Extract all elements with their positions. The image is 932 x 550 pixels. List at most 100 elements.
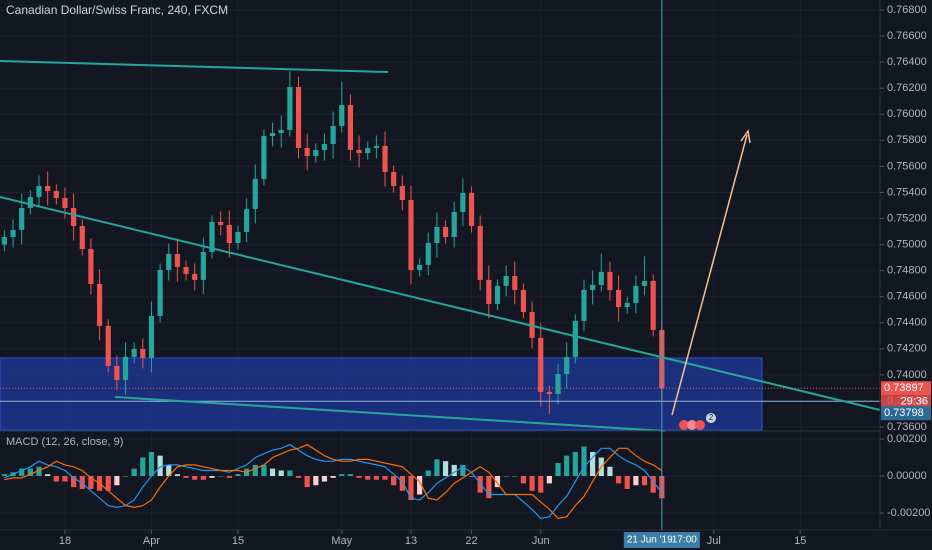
candle-body	[105, 325, 111, 366]
histogram-bar	[382, 476, 388, 480]
histogram-bar	[71, 476, 77, 488]
histogram-bar	[166, 464, 172, 477]
indicator-line	[4, 443, 663, 520]
arrow-head	[740, 129, 751, 144]
histogram-bar	[520, 476, 527, 484]
y-tick-label: 0.76800	[887, 4, 927, 16]
histogram-bar	[148, 451, 155, 477]
y-tick-label: 0.74400	[887, 317, 927, 329]
candle-body	[278, 129, 284, 134]
histogram-bar	[313, 476, 319, 486]
candle-body	[598, 271, 604, 285]
histogram-bar	[1, 474, 8, 477]
histogram-bar	[615, 476, 622, 484]
candle-body	[88, 249, 94, 284]
histogram-bar	[131, 468, 137, 477]
candle-body	[304, 148, 310, 156]
candle-body	[114, 365, 120, 380]
crosshair-label-box	[623, 532, 700, 548]
histogram-bar	[650, 476, 656, 493]
candle-body	[572, 320, 578, 357]
countdown-label: 29:36	[900, 396, 928, 408]
y-tick-label: 0.74600	[887, 291, 927, 303]
histogram-bar	[425, 470, 431, 477]
histogram-bar	[200, 476, 206, 480]
histogram-bar	[122, 476, 129, 477]
histogram-bar	[235, 474, 241, 477]
histogram-bar	[391, 476, 397, 486]
candle-body	[538, 337, 544, 392]
histogram-bar	[330, 476, 336, 478]
histogram-bar	[590, 451, 596, 477]
candle-body	[633, 285, 639, 303]
histogram-bar	[27, 468, 33, 477]
trendline	[0, 60, 389, 73]
y-tick-label: 0.76000	[887, 108, 927, 120]
histogram-bar	[45, 474, 51, 477]
histogram-bar	[218, 476, 224, 477]
candle-body	[330, 126, 336, 144]
histogram-bar	[564, 455, 570, 477]
histogram-bar	[36, 466, 42, 477]
candle-body	[166, 253, 172, 270]
badge-text: 2	[709, 413, 714, 422]
x-tick-label: Jun	[532, 535, 550, 547]
candle-body	[555, 373, 561, 394]
trendline	[114, 396, 666, 432]
histogram-bar	[62, 476, 68, 482]
candle-body	[131, 348, 137, 357]
candle-body	[244, 209, 250, 232]
y-tick-label: 0.74000	[887, 369, 927, 381]
x-tick-label: May	[331, 535, 352, 547]
candle-body	[174, 253, 181, 267]
histogram-bar	[252, 464, 258, 477]
x-tick-label: Jul	[707, 535, 721, 547]
last-price-label: 0.73897	[884, 382, 924, 394]
crosshair-date: 21 Jun '19	[627, 535, 673, 546]
candle-body	[339, 105, 345, 127]
histogram-bar	[295, 476, 302, 478]
event-badges: 2	[679, 413, 716, 430]
y-tick-label: 0.74800	[887, 265, 927, 277]
x-tick-label: 22	[465, 535, 477, 547]
candle-body	[347, 105, 354, 150]
trendline	[0, 196, 881, 411]
histogram-bar	[79, 476, 85, 489]
y-tick-label: 0.00200	[887, 433, 927, 445]
candle-body	[269, 133, 276, 137]
histogram-bar	[157, 455, 163, 477]
candle-body	[520, 289, 527, 312]
candle-body	[1, 237, 8, 245]
candle-body	[209, 221, 215, 253]
candle-body	[356, 149, 362, 154]
candle-body	[261, 136, 267, 179]
histogram-bar	[269, 468, 276, 477]
histogram-bar	[365, 476, 371, 480]
candle-body	[425, 243, 431, 265]
x-tick-label: Apr	[143, 535, 160, 547]
y-tick-label: 0.75600	[887, 160, 927, 172]
histogram-bar	[572, 451, 578, 477]
candle-body	[79, 225, 85, 250]
histogram-bar	[261, 464, 267, 477]
candle-body	[218, 221, 224, 225]
histogram-bar	[607, 466, 613, 477]
candle-body	[590, 284, 596, 290]
y-tick-label: 0.75800	[887, 134, 927, 146]
price-label-box	[881, 406, 931, 421]
histogram-bar	[278, 470, 284, 477]
price-label-box	[881, 381, 931, 396]
histogram-bar	[451, 464, 457, 477]
candle-body	[486, 279, 492, 304]
y-tick-label: 0.75000	[887, 238, 927, 250]
candle-body	[19, 207, 25, 230]
candle-body	[503, 275, 509, 286]
candle-body	[468, 192, 475, 226]
histogram-bar	[555, 463, 561, 477]
badge-icon	[695, 420, 705, 430]
candle-body	[62, 197, 68, 208]
candle-body	[122, 356, 129, 380]
histogram-bar	[114, 476, 120, 486]
